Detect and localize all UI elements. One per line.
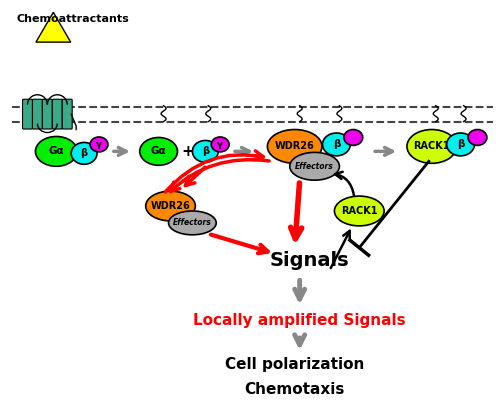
Text: WDR26: WDR26 bbox=[150, 201, 190, 211]
Ellipse shape bbox=[146, 191, 196, 221]
Text: Chemotaxis: Chemotaxis bbox=[244, 382, 345, 397]
Ellipse shape bbox=[192, 141, 218, 162]
Ellipse shape bbox=[168, 211, 216, 235]
Ellipse shape bbox=[446, 133, 474, 156]
Polygon shape bbox=[36, 12, 70, 42]
Text: Gα: Gα bbox=[48, 146, 64, 156]
Text: β: β bbox=[332, 139, 340, 149]
Text: β: β bbox=[457, 139, 464, 149]
Ellipse shape bbox=[334, 196, 384, 226]
FancyBboxPatch shape bbox=[52, 99, 62, 129]
Text: Gα: Gα bbox=[151, 146, 166, 156]
Text: Chemoattractants: Chemoattractants bbox=[16, 14, 130, 24]
Ellipse shape bbox=[468, 129, 487, 146]
Text: Effectors: Effectors bbox=[295, 162, 334, 171]
Text: γ: γ bbox=[96, 140, 102, 149]
Ellipse shape bbox=[268, 129, 322, 163]
Ellipse shape bbox=[322, 133, 350, 156]
Ellipse shape bbox=[212, 137, 229, 152]
Text: Signals: Signals bbox=[270, 251, 349, 270]
Text: β: β bbox=[80, 149, 87, 158]
FancyBboxPatch shape bbox=[22, 99, 32, 129]
Ellipse shape bbox=[290, 152, 340, 180]
Ellipse shape bbox=[90, 137, 108, 152]
Text: γ: γ bbox=[474, 133, 480, 142]
FancyBboxPatch shape bbox=[42, 99, 52, 129]
Ellipse shape bbox=[140, 137, 177, 165]
Ellipse shape bbox=[36, 136, 77, 166]
Ellipse shape bbox=[71, 142, 97, 164]
Text: WDR26: WDR26 bbox=[275, 141, 314, 151]
FancyBboxPatch shape bbox=[32, 99, 42, 129]
Text: γ: γ bbox=[350, 133, 356, 142]
Text: γ: γ bbox=[218, 140, 223, 149]
Text: Locally amplified Signals: Locally amplified Signals bbox=[194, 313, 406, 328]
FancyBboxPatch shape bbox=[62, 99, 72, 129]
Text: RACK1: RACK1 bbox=[341, 206, 378, 216]
Text: Effectors: Effectors bbox=[173, 218, 212, 228]
Ellipse shape bbox=[344, 129, 362, 146]
Ellipse shape bbox=[407, 129, 457, 163]
Text: +: + bbox=[181, 144, 194, 159]
Text: Cell polarization: Cell polarization bbox=[225, 357, 364, 372]
Text: RACK1: RACK1 bbox=[414, 141, 450, 151]
Text: β: β bbox=[202, 146, 209, 156]
